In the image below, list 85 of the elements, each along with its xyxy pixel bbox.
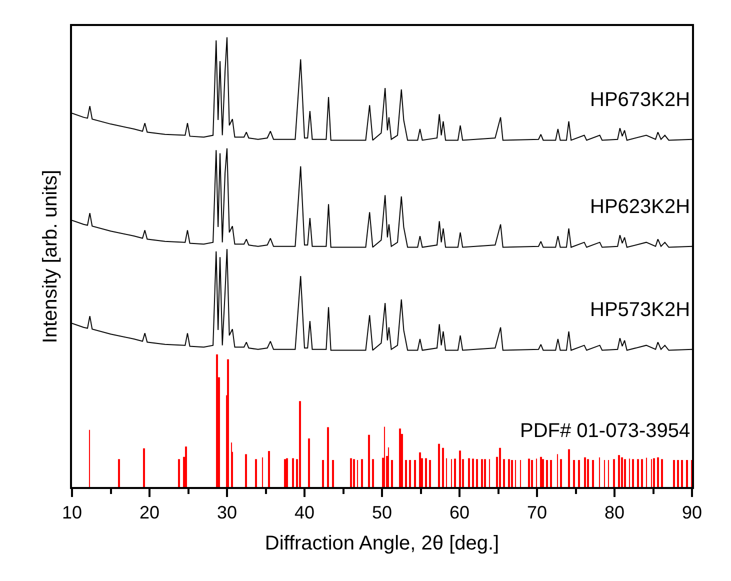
bar <box>468 458 470 487</box>
bar <box>503 459 505 487</box>
bar <box>624 459 626 487</box>
bar <box>476 459 478 487</box>
bar <box>332 460 334 487</box>
bar <box>511 460 513 487</box>
bar <box>178 459 180 487</box>
bar <box>308 438 310 487</box>
bar <box>327 427 329 487</box>
bar <box>472 458 474 487</box>
bar <box>361 459 363 487</box>
bar <box>653 458 655 487</box>
x-tick-label: 70 <box>526 502 548 522</box>
bar <box>442 448 444 487</box>
series-label: HP623K2H <box>590 196 690 218</box>
bar <box>292 458 294 487</box>
bar <box>618 455 620 487</box>
bar <box>481 459 483 487</box>
bar <box>673 460 675 487</box>
x-tick-label: 30 <box>216 502 238 522</box>
bar <box>560 459 562 487</box>
bar <box>391 460 393 487</box>
bar <box>255 459 257 487</box>
bar <box>284 459 286 487</box>
bar <box>405 460 407 487</box>
bar <box>143 448 145 487</box>
bar <box>584 457 586 487</box>
bar <box>661 459 663 487</box>
bar <box>484 459 486 487</box>
bar <box>322 460 324 487</box>
bar <box>429 460 431 487</box>
bar <box>641 459 643 487</box>
series-label: PDF# 01-073-3954 <box>520 420 690 442</box>
bar <box>268 451 270 487</box>
bar <box>546 460 548 487</box>
bar <box>568 449 570 487</box>
bar <box>414 460 416 487</box>
bar <box>227 359 229 487</box>
bar <box>454 458 456 487</box>
bar <box>637 459 639 487</box>
bar <box>286 458 288 487</box>
bar <box>419 452 421 487</box>
x-axis-title: Diffraction Angle, 2θ [deg.] <box>264 532 500 554</box>
bar <box>657 457 659 487</box>
bar <box>368 434 370 487</box>
bar <box>542 459 544 487</box>
bar <box>438 444 440 487</box>
bar <box>550 460 552 487</box>
bar <box>632 459 634 487</box>
x-tick-label: 50 <box>372 502 392 522</box>
bar <box>350 458 352 487</box>
series-label: HP573K2H <box>590 299 690 321</box>
bar <box>508 459 510 487</box>
bar <box>409 460 411 487</box>
bar <box>528 458 530 487</box>
bar <box>621 457 623 487</box>
bar <box>681 460 683 487</box>
bar <box>686 460 688 487</box>
bar <box>677 460 679 487</box>
bar <box>531 460 533 487</box>
bar <box>353 459 355 487</box>
bar <box>299 401 301 487</box>
x-tick-label: 90 <box>682 502 702 522</box>
bar <box>372 459 374 487</box>
bar <box>399 428 401 487</box>
bar <box>587 459 589 487</box>
bar <box>118 459 120 487</box>
x-tick-label: 40 <box>294 502 315 522</box>
bar <box>578 460 580 487</box>
bar <box>573 460 575 487</box>
x-tick-label: 80 <box>604 502 625 522</box>
bar <box>540 456 542 487</box>
bar <box>185 446 187 487</box>
bar <box>613 459 615 487</box>
x-tick-label: 60 <box>449 502 470 522</box>
y-axis-title: Intensity [arb. units] <box>39 170 62 344</box>
bar <box>425 458 427 487</box>
x-tick-label: 20 <box>139 502 160 522</box>
bar <box>592 460 594 487</box>
series-label: HP673K2H <box>590 89 690 111</box>
bar <box>499 448 501 487</box>
bar <box>459 450 461 487</box>
bar <box>216 354 218 487</box>
x-tick-label: 10 <box>62 502 82 522</box>
bar <box>245 454 247 487</box>
